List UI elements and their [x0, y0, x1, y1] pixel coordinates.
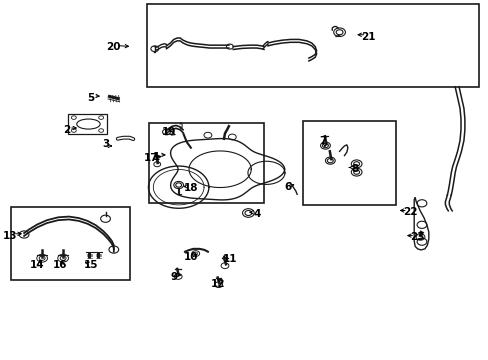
Text: 5: 5 [87, 93, 94, 103]
Text: 11: 11 [222, 254, 237, 264]
Text: 21: 21 [361, 32, 375, 41]
Text: 19: 19 [162, 127, 176, 136]
Text: 1: 1 [153, 152, 160, 162]
Text: 3: 3 [102, 139, 109, 149]
Bar [303, 121, 395, 205]
Text: 15: 15 [83, 260, 98, 270]
Text: 10: 10 [183, 252, 198, 262]
Text: 14: 14 [30, 260, 44, 270]
Text: 20: 20 [106, 42, 121, 52]
Bar [11, 207, 130, 280]
Text: 9: 9 [170, 272, 177, 282]
Text: 4: 4 [252, 209, 260, 219]
Text: 17: 17 [143, 153, 158, 163]
Text: 13: 13 [3, 231, 18, 240]
Text: 16: 16 [53, 260, 67, 270]
Text: 2: 2 [63, 125, 70, 135]
Text: 23: 23 [409, 232, 424, 242]
Text: 18: 18 [183, 183, 198, 193]
Bar [68, 114, 107, 134]
Text: 8: 8 [350, 164, 358, 174]
Text: 22: 22 [402, 207, 417, 217]
Text: 6: 6 [284, 182, 291, 192]
Text: 7: 7 [318, 136, 325, 145]
Bar [147, 4, 478, 87]
Bar [149, 123, 264, 203]
Text: 12: 12 [210, 279, 224, 289]
